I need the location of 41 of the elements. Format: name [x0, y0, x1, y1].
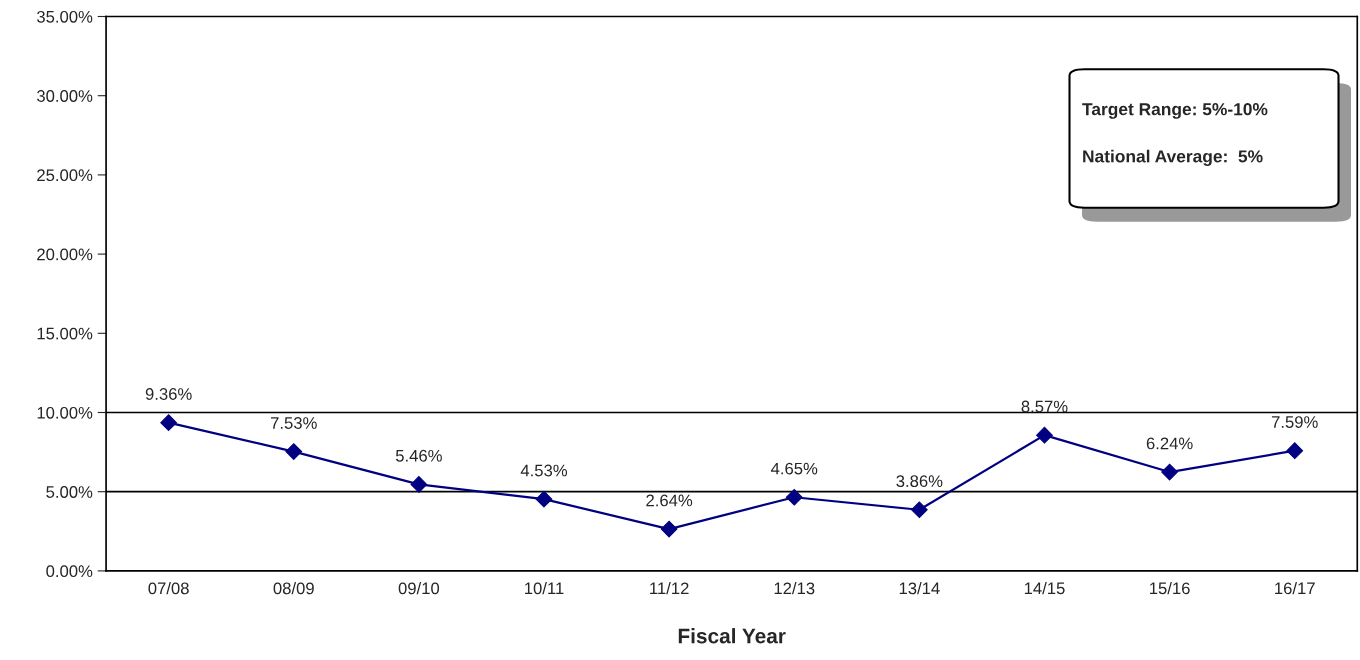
- point: [660, 520, 678, 538]
- y-tick-label: 25.00%: [37, 169, 93, 182]
- annotation: Target Range: 5%-10%: [1082, 103, 1268, 119]
- x-tick-label: 13/14: [899, 582, 940, 595]
- y-tick-label: 20.00%: [37, 248, 93, 261]
- y-tick-label: 15.00%: [37, 327, 93, 340]
- point: [1036, 426, 1053, 444]
- x-tick-label: 16/17: [1275, 582, 1315, 595]
- data-label: 9.36%: [145, 388, 192, 400]
- data-label: 2.64%: [646, 494, 693, 507]
- point: [910, 501, 928, 519]
- data-label: 4.65%: [771, 462, 818, 475]
- x-tick-label: 09/10: [398, 582, 440, 595]
- x-tick-label: 14/15: [1024, 582, 1065, 595]
- data-label: 5.46%: [395, 449, 442, 462]
- data-label: 3.86%: [896, 475, 943, 488]
- point: [535, 490, 553, 508]
- point: [1286, 442, 1304, 460]
- data-label: 6.24%: [1146, 437, 1193, 450]
- y-tick-label: 10.00%: [37, 406, 93, 419]
- point: [160, 414, 178, 432]
- x-tick-label: 10/11: [525, 582, 564, 595]
- data-label: 8.57%: [1021, 400, 1068, 413]
- x-axis-title: Fiscal Year: [678, 628, 786, 644]
- data-label: 7.59%: [1271, 416, 1318, 428]
- annotation: National Average: 5%: [1083, 149, 1263, 166]
- x-tick-label: 12/13: [774, 582, 815, 595]
- point: [285, 443, 303, 460]
- x-tick-label: 08/09: [273, 582, 314, 595]
- data-label: 4.53%: [520, 464, 568, 477]
- y-tick-label: 5.00%: [46, 486, 93, 498]
- point: [410, 476, 428, 493]
- data-label: 7.53%: [270, 417, 317, 429]
- y-tick-label: 0.00%: [46, 565, 93, 578]
- x-tick-label: 07/08: [148, 582, 189, 595]
- x-tick-label: 11/12: [650, 582, 689, 595]
- point: [1161, 463, 1178, 481]
- point: [785, 488, 803, 506]
- y-tick-label: 30.00%: [37, 90, 93, 102]
- x-tick-label: 15/16: [1150, 582, 1190, 595]
- y-tick-label: 35.00%: [37, 10, 93, 23]
